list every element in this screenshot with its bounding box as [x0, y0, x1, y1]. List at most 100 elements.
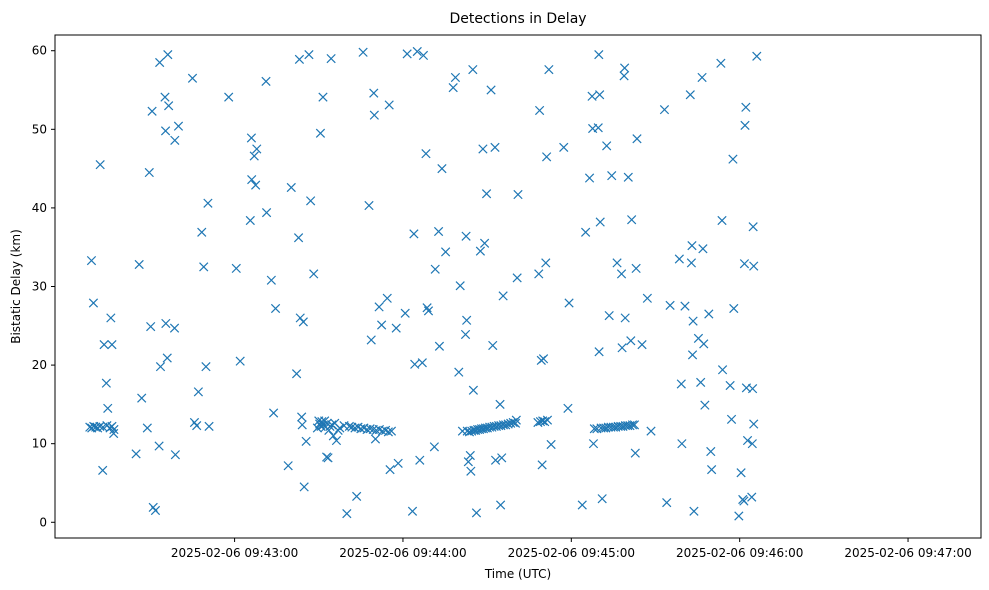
data-point-stroke [107, 340, 117, 350]
data-point [602, 141, 612, 151]
data-point [741, 102, 751, 112]
data-point [187, 73, 198, 83]
data-point-stroke [433, 226, 444, 237]
data-point [706, 464, 717, 475]
data-point [163, 50, 173, 60]
data-point-stroke [497, 453, 507, 463]
data-point-stroke [88, 298, 99, 308]
data-point-stroke [160, 92, 170, 102]
data-point-stroke [454, 367, 464, 377]
data-point-stroke [335, 423, 345, 433]
data-point [266, 275, 276, 285]
data-point-stroke [283, 461, 293, 471]
data-point-stroke [466, 466, 476, 476]
data-point [268, 408, 279, 418]
data-point [423, 306, 434, 316]
data-point [461, 231, 471, 241]
data-point [155, 57, 165, 68]
data-point-stroke [344, 421, 354, 432]
data-point [415, 455, 425, 465]
data-point-stroke [462, 426, 472, 436]
data-point-stroke [534, 269, 544, 279]
data-point [309, 269, 319, 279]
data-point-stroke [604, 310, 614, 321]
data-point [541, 152, 552, 162]
data-point [170, 135, 180, 145]
data-point [538, 354, 549, 364]
data-point-stroke [490, 142, 500, 153]
data-point [620, 313, 630, 323]
data-point-stroke [106, 313, 116, 323]
data-point [534, 105, 545, 116]
data-point [748, 222, 758, 232]
data-point [544, 64, 554, 75]
data-point [88, 298, 99, 308]
data-point-stroke [415, 455, 425, 465]
data-point-stroke [448, 83, 458, 93]
data-point [249, 151, 259, 161]
data-point [291, 369, 302, 379]
data-point [460, 329, 471, 340]
data-point-stroke [189, 417, 200, 428]
y-tick-label: 30 [32, 280, 47, 294]
data-point-stroke [317, 417, 327, 427]
data-point-stroke [246, 133, 257, 143]
data-point [235, 356, 245, 366]
data-point-stroke [700, 400, 710, 410]
data-point [534, 269, 544, 279]
data-point-stroke [725, 380, 735, 391]
data-point [384, 100, 394, 110]
data-point-stroke [434, 341, 445, 351]
data-point-stroke [391, 323, 401, 333]
data-point [631, 263, 641, 274]
data-point [594, 50, 604, 60]
data-point [433, 226, 444, 237]
data-point-stroke [740, 120, 750, 131]
data-point [422, 303, 432, 313]
data-point [204, 421, 214, 432]
data-point-stroke [693, 333, 704, 343]
data-point [685, 90, 695, 100]
data-point-stroke [422, 303, 432, 313]
data-point [488, 340, 498, 351]
data-point [448, 83, 458, 93]
data-point-stroke [147, 106, 157, 116]
data-point [421, 149, 431, 159]
data-point [246, 133, 257, 143]
y-tick-label: 10 [32, 437, 47, 451]
x-axis: 2025-02-06 09:43:00 2025-02-06 09:44:00 20… [171, 538, 972, 560]
x-tick-label: 2025-02-06 09:43:00 [171, 546, 298, 560]
data-point [297, 420, 307, 430]
data-point [498, 291, 508, 301]
data-point-stroke [107, 421, 117, 432]
data-point-stroke [224, 92, 234, 102]
data-point-stroke [298, 317, 308, 327]
data-point [369, 88, 379, 98]
data-point [270, 303, 281, 314]
data-point [386, 426, 397, 436]
data-point-stroke [674, 254, 684, 264]
data-point-stroke [728, 154, 738, 164]
data-point-stroke [266, 275, 276, 285]
data-point [665, 300, 675, 310]
data-point [382, 293, 392, 303]
data-point [495, 399, 505, 410]
data-point-stroke [677, 439, 687, 449]
data-point-stroke [501, 420, 511, 430]
data-point [109, 428, 119, 439]
data-point [342, 509, 352, 519]
data-point [293, 233, 304, 243]
data-point [687, 241, 697, 251]
data-point-stroke [297, 412, 307, 422]
data-point-stroke [286, 182, 296, 193]
y-tick-label: 50 [32, 122, 47, 136]
data-point [686, 258, 697, 268]
data-point [747, 439, 757, 449]
data-point-stroke [437, 163, 447, 174]
data-point-stroke [293, 233, 304, 243]
data-point [169, 323, 180, 333]
data-point-stroke [461, 231, 471, 241]
data-point-stroke [630, 448, 640, 458]
data-point-stroke [410, 359, 420, 369]
data-point-stroke [495, 500, 506, 510]
